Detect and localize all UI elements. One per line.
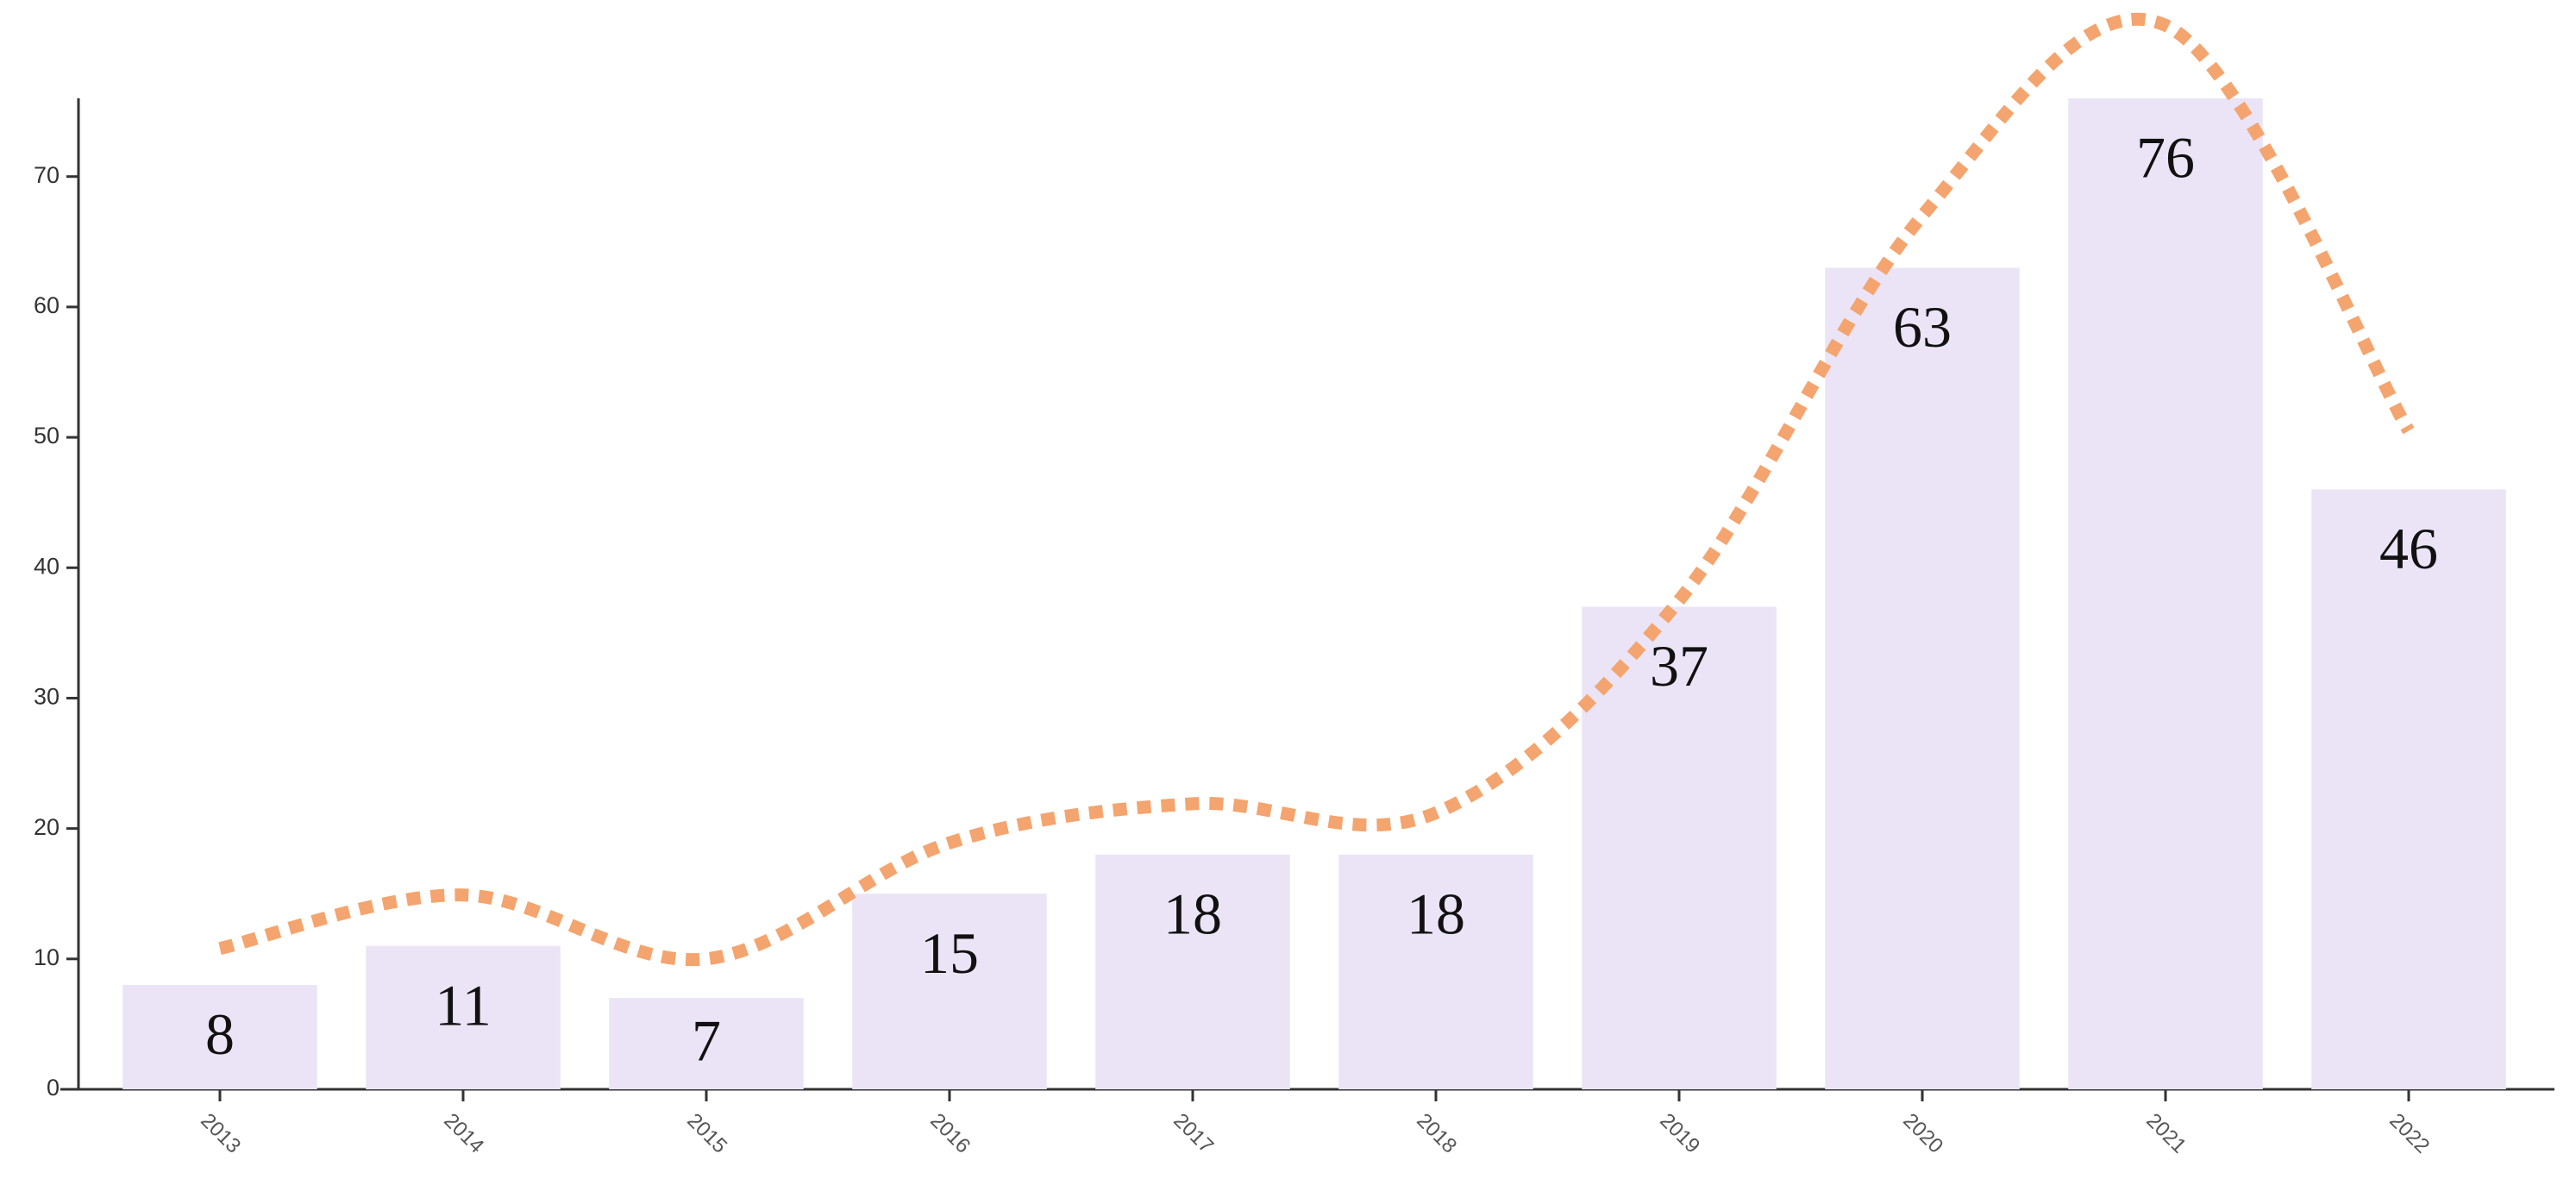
y-tick-label: 20 <box>34 814 60 840</box>
value-label: 63 <box>1893 294 1952 360</box>
x-tick-label: 2018 <box>1412 1109 1461 1158</box>
value-label: 37 <box>1650 633 1708 699</box>
value-label: 11 <box>435 972 491 1038</box>
bar <box>2311 489 2506 1089</box>
value-label: 76 <box>2136 125 2195 191</box>
bar <box>1582 606 1777 1089</box>
bar <box>609 998 804 1089</box>
y-tick-label: 40 <box>34 553 60 579</box>
x-tick-label: 2022 <box>2385 1109 2434 1158</box>
y-tick-label: 10 <box>34 944 60 970</box>
y-tick-label: 60 <box>34 292 60 318</box>
value-label: 18 <box>1407 881 1465 946</box>
value-label: 7 <box>692 1008 721 1074</box>
x-tick-label: 2016 <box>925 1109 975 1158</box>
bar <box>122 985 317 1089</box>
trend-line <box>218 13 2415 967</box>
y-tick-label: 0 <box>47 1075 60 1101</box>
y-tick-label: 30 <box>34 684 60 710</box>
x-tick-label: 2015 <box>682 1109 731 1158</box>
bar <box>1338 854 1533 1089</box>
value-label: 8 <box>205 1001 235 1067</box>
value-label: 15 <box>920 920 979 986</box>
x-tick-label: 2021 <box>2141 1109 2191 1158</box>
value-label: 46 <box>2379 516 2438 581</box>
x-tick-label: 2017 <box>1169 1109 1218 1158</box>
bar <box>2068 98 2263 1089</box>
x-tick-label: 2014 <box>439 1109 488 1158</box>
x-tick-label: 2019 <box>1655 1109 1704 1158</box>
y-tick-label: 70 <box>34 162 60 188</box>
bar <box>1095 854 1290 1089</box>
bar <box>852 894 1047 1089</box>
bar <box>366 945 561 1089</box>
x-tick-label: 2013 <box>196 1109 245 1158</box>
value-label: 18 <box>1163 881 1222 946</box>
bar <box>1825 267 2020 1090</box>
y-tick-label: 50 <box>34 423 60 448</box>
x-tick-label: 2020 <box>1898 1109 1947 1158</box>
